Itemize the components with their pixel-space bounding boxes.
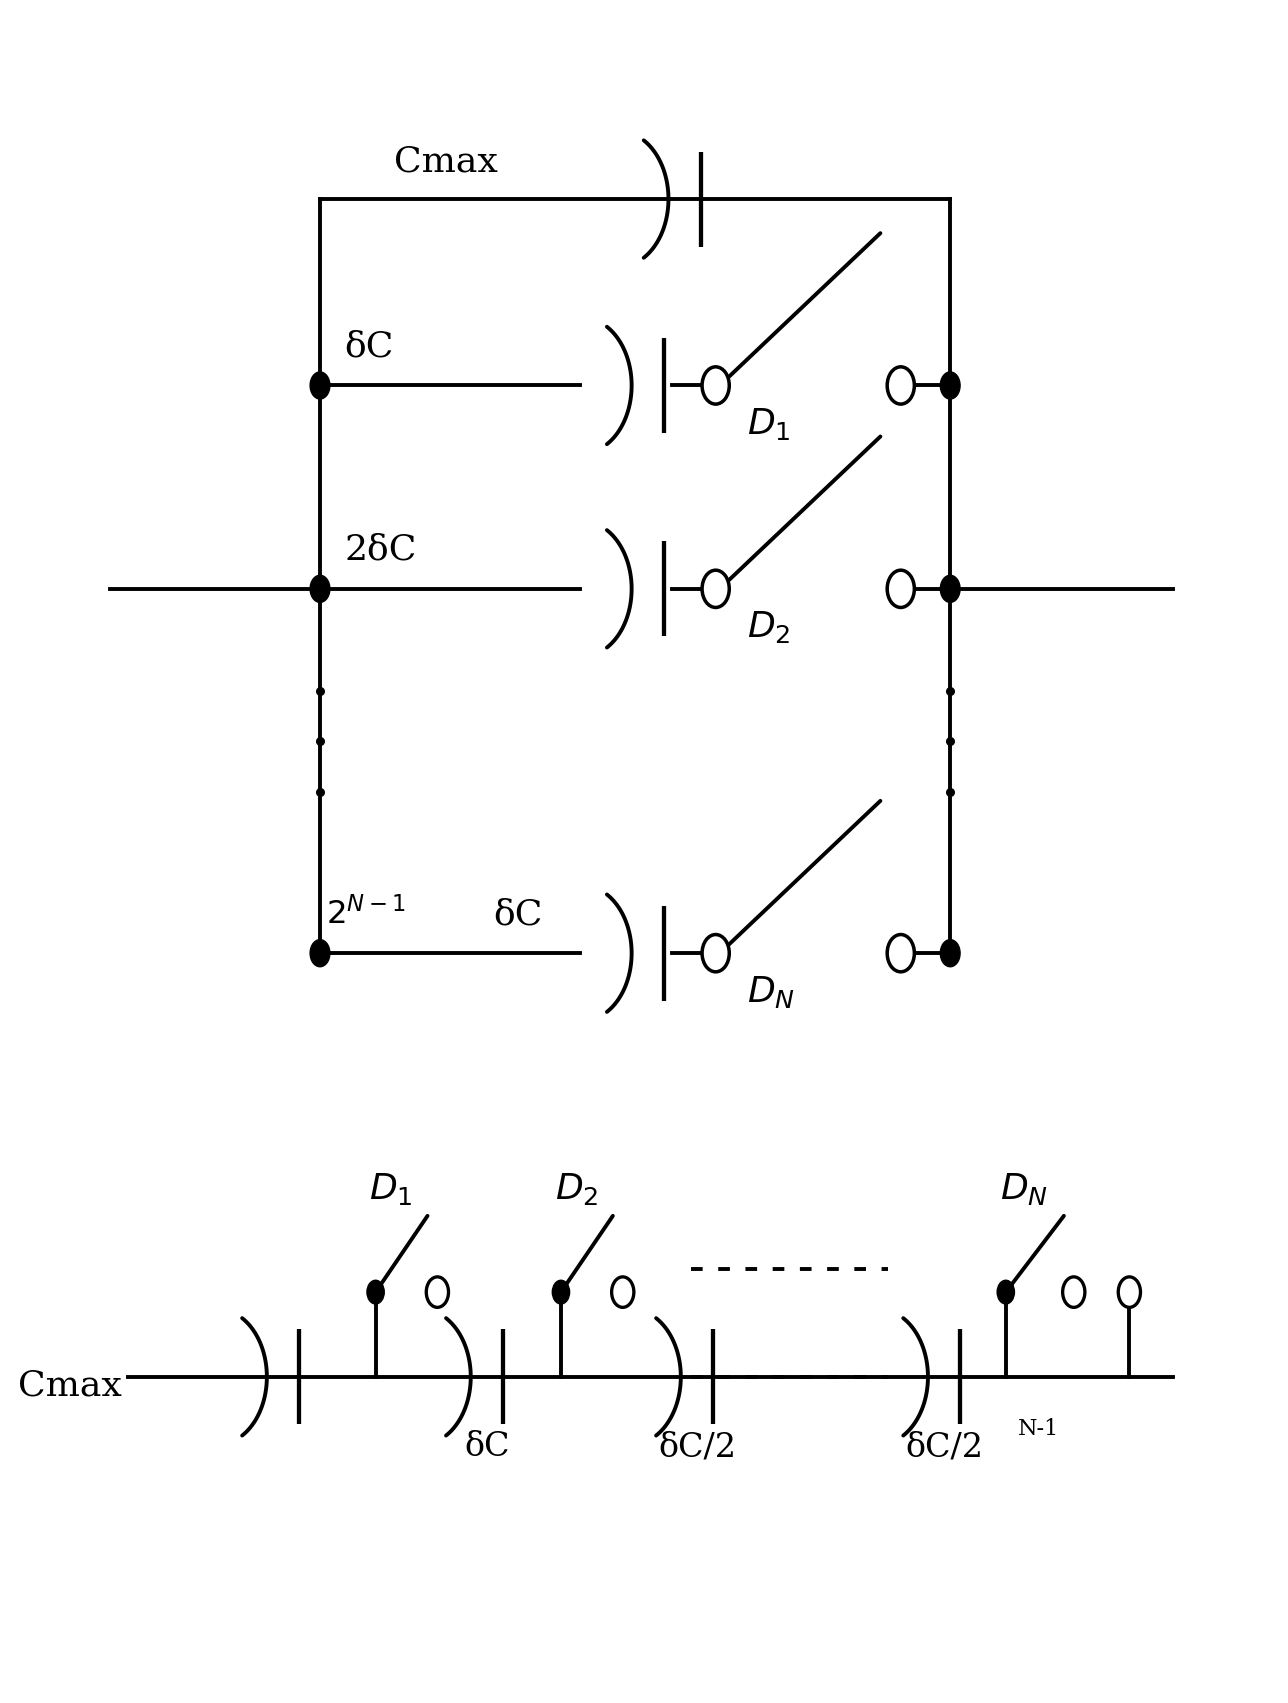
Circle shape (553, 1281, 569, 1304)
Text: $D_2$: $D_2$ (555, 1172, 598, 1207)
Circle shape (1118, 1277, 1140, 1308)
Circle shape (887, 935, 914, 972)
Circle shape (702, 571, 729, 608)
Circle shape (702, 366, 729, 404)
Text: $D_1$: $D_1$ (370, 1172, 413, 1207)
Circle shape (310, 371, 330, 399)
Circle shape (702, 935, 729, 972)
Circle shape (367, 1281, 384, 1304)
Text: $D_N$: $D_N$ (999, 1172, 1047, 1207)
Circle shape (940, 576, 960, 603)
Circle shape (887, 571, 914, 608)
Text: Cmax: Cmax (394, 145, 498, 179)
Text: $2^{N-1}$: $2^{N-1}$ (326, 897, 407, 932)
Text: Cmax: Cmax (18, 1368, 122, 1402)
Circle shape (940, 371, 960, 399)
Circle shape (1063, 1277, 1084, 1308)
Circle shape (310, 576, 330, 603)
Circle shape (612, 1277, 634, 1308)
Text: δC: δC (345, 329, 394, 363)
Text: 2δC: 2δC (345, 533, 417, 567)
Text: δC: δC (493, 897, 542, 932)
Text: $D_N$: $D_N$ (747, 974, 795, 1010)
Circle shape (940, 940, 960, 967)
Circle shape (310, 940, 330, 967)
Text: δC: δC (464, 1431, 510, 1463)
Text: δC/2: δC/2 (905, 1431, 983, 1463)
Text: δC/2: δC/2 (658, 1431, 735, 1463)
Text: $D_1$: $D_1$ (747, 405, 790, 441)
Circle shape (997, 1281, 1015, 1304)
Text: N-1: N-1 (1018, 1417, 1060, 1439)
Text: $D_2$: $D_2$ (747, 610, 790, 645)
Circle shape (426, 1277, 448, 1308)
Circle shape (887, 366, 914, 404)
